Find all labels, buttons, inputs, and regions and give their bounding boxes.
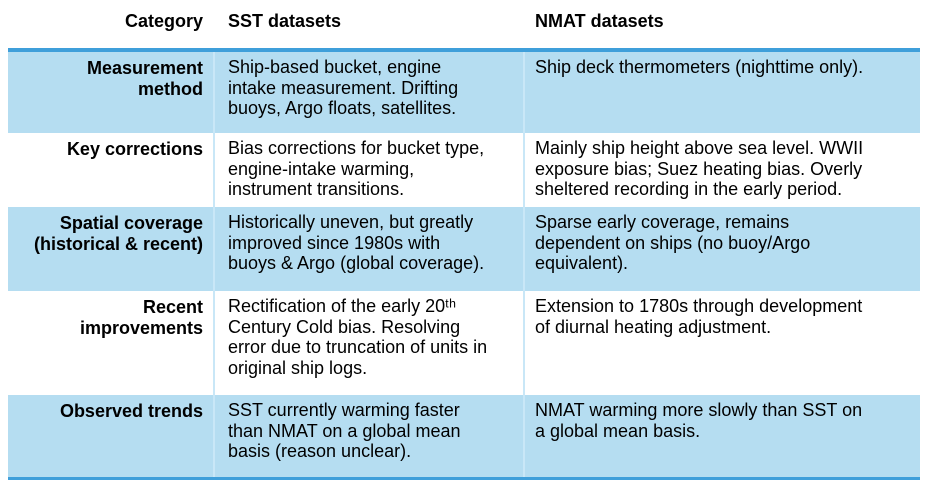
table-row-observed-trends: Observed trends SST currently warming fa… <box>8 395 920 477</box>
table-row-spatial-coverage: Spatial coverage (historical & recent) H… <box>8 207 920 291</box>
nmat-cell: Ship deck thermometers (nighttime only). <box>523 52 920 133</box>
category-cell: Measurement method <box>86 58 203 99</box>
category-cell: Recent improvements <box>79 297 203 338</box>
sst-cell: Rectification of the early 20ᵗʰ Century … <box>213 291 523 395</box>
category-cell: Observed trends <box>59 401 203 421</box>
header-category: Category <box>124 11 203 31</box>
comparison-table: Category SST datasets NMAT datasets Meas… <box>8 0 920 480</box>
sst-cell: Bias corrections for bucket type, engine… <box>213 133 523 207</box>
header-sst-datasets: SST datasets <box>228 11 342 31</box>
table-header-row: Category SST datasets NMAT datasets <box>8 0 920 48</box>
table-body: Measurement method Ship-based bucket, en… <box>8 48 920 480</box>
sst-cell: Historically uneven, but greatly improve… <box>213 207 523 291</box>
category-cell: Spatial coverage (historical & recent) <box>33 213 203 254</box>
nmat-cell: NMAT warming more slowly than SST on a g… <box>523 395 920 477</box>
nmat-cell: Sparse early coverage, remains dependent… <box>523 207 920 291</box>
header-nmat-datasets: NMAT datasets <box>535 11 664 31</box>
table-row-measurement-method: Measurement method Ship-based bucket, en… <box>8 52 920 133</box>
nmat-cell: Mainly ship height above sea level. WWII… <box>523 133 920 207</box>
category-cell: Key corrections <box>66 139 203 159</box>
sst-cell: SST currently warming faster than NMAT o… <box>213 395 523 477</box>
table-row-key-corrections: Key corrections Bias corrections for buc… <box>8 133 920 207</box>
table-row-recent-improvements: Recent improvements Rectification of the… <box>8 291 920 395</box>
sst-cell: Ship-based bucket, engine intake measure… <box>213 52 523 133</box>
nmat-cell: Extension to 1780s through development o… <box>523 291 920 395</box>
